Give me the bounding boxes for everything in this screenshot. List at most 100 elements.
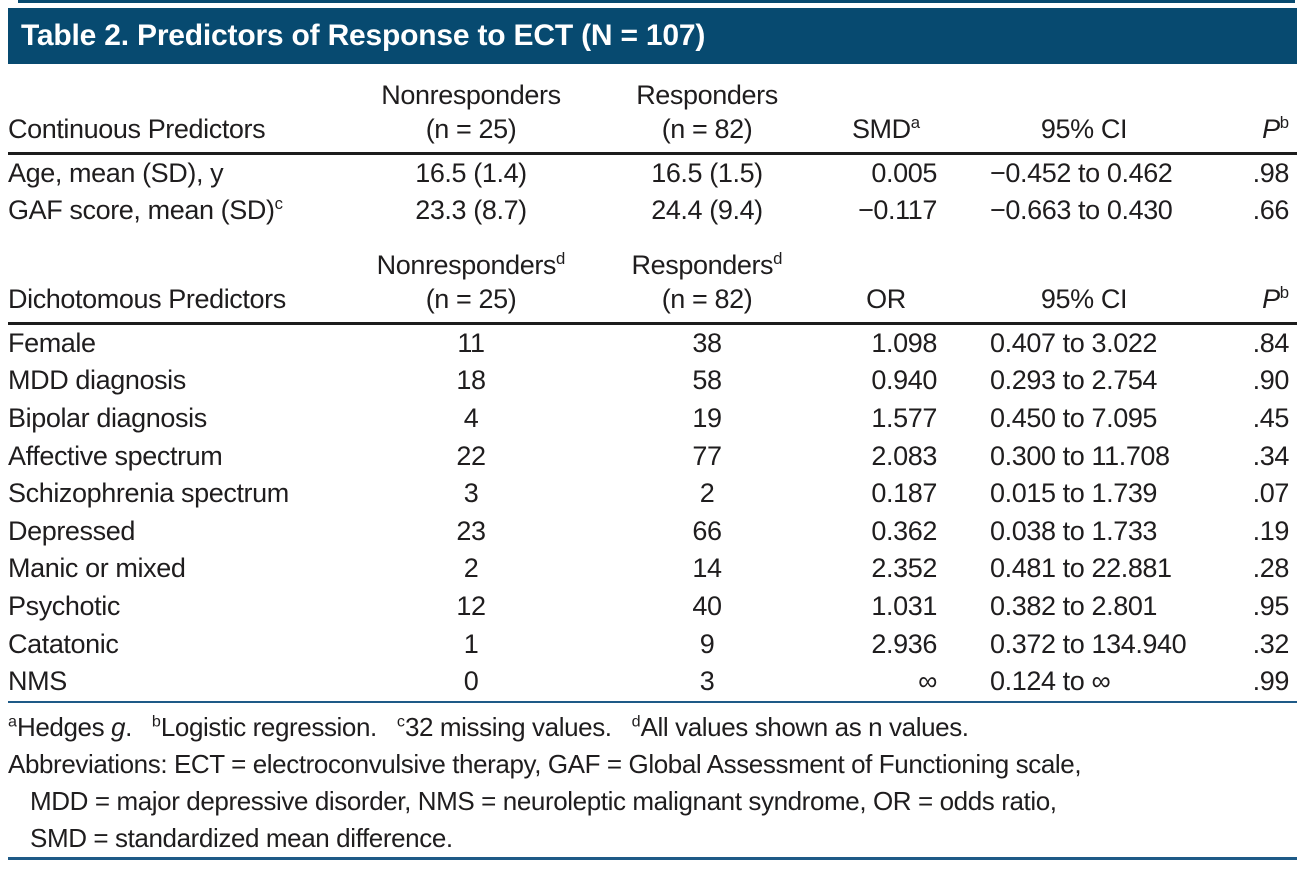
column-header-text: Pb [1228, 282, 1289, 316]
cell-nonresponders-value: 23.3 (8.7) [415, 195, 527, 226]
column-header-responders: Responders (n = 82) [582, 78, 832, 146]
superscript-marker: b [1279, 113, 1289, 132]
cell-responders-value: 40 [692, 590, 722, 621]
cell-effect-size-value: 0.362 [871, 515, 937, 546]
cell-effect-size-value: −0.117 [858, 195, 937, 226]
abbreviations-block: Abbreviations: ECT = electroconvulsive t… [8, 746, 1297, 857]
table-row: GAF score, mean (SD)c 23.3 (8.7) 24.4 (9.4… [8, 192, 1297, 229]
column-header-text: 95% CI [1040, 283, 1128, 314]
italic-text: g [111, 711, 126, 742]
cell-pvalue: .07 [1252, 478, 1290, 509]
cell-predictor-label: Manic or mixed [8, 553, 186, 584]
cell-predictor-label: Depressed [8, 515, 135, 546]
cell-ci-value: −0.452 to 0.462 [990, 158, 1173, 188]
header-rule [8, 321, 1297, 325]
table-row: Female 11 38 1.098 0.407 to 3.022 .84 [8, 325, 1297, 363]
cell-effect-size-value: 2.936 [871, 628, 937, 659]
cell-pvalue: .32 [1252, 628, 1290, 659]
cell-responders-value: 38 [692, 327, 722, 358]
footnote-superscript: d [631, 712, 641, 731]
column-header-text: Nonrespondersd [376, 248, 566, 280]
cell-pvalue: .66 [1252, 195, 1290, 226]
column-header-text: Nonresponders [381, 80, 561, 110]
cell-pvalue: .99 [1252, 666, 1290, 697]
column-header-text: OR [866, 283, 906, 314]
footnote-markers-line: aHedges g. bLogistic regression. c32 missi… [8, 708, 1297, 746]
cell-effect-size-value: 1.577 [871, 403, 937, 433]
table-title: Table 2. Predictors of Response to ECT (… [21, 19, 706, 52]
cell-responders-value: 14 [692, 553, 722, 584]
cell-ci-value: 0.372 to 134.940 [990, 628, 1187, 659]
column-header-effect-size: OR [832, 282, 940, 316]
column-header-nonresponders: Nonresponders (n = 25) [360, 78, 582, 146]
footnote-item: aHedges g. [8, 711, 132, 742]
cell-ci-value: 0.300 to 11.708 [990, 440, 1170, 471]
cell-ci-value: 0.382 to 2.801 [990, 590, 1158, 621]
italic-text: P [1262, 114, 1280, 144]
footnote-superscript: c [396, 712, 405, 731]
top-rule [18, 0, 1295, 3]
cell-responders-value: 77 [692, 440, 722, 471]
column-header-subtext: (n = 25) [425, 114, 517, 144]
dichotomous-rows: Female 11 38 1.098 0.407 to 3.022 .84 MDD diag… [8, 325, 1297, 701]
footnotes: aHedges g. bLogistic regression. c32 missi… [8, 703, 1297, 857]
cell-ci-value: −0.663 to 0.430 [990, 195, 1173, 226]
dichotomous-column-label-header: Dichotomous Predictors [8, 282, 360, 316]
superscript-marker: b [1279, 282, 1289, 302]
italic-text: P [1262, 283, 1280, 314]
footnote-superscript: a [8, 712, 17, 731]
table-row: Schizophrenia spectrum 3 2 0.187 0.015 to 1.… [8, 475, 1297, 513]
continuous-rows: Age, mean (SD), y 16.5 (1.4) 16.5 (1.5) 0.0… [8, 155, 1297, 230]
footnote-item: dAll values shown as n values. [631, 711, 969, 742]
superscript-marker: a [910, 113, 921, 132]
column-header-text: SMDa [851, 113, 921, 144]
cell-nonresponders-value: 1 [463, 628, 479, 659]
cell-predictor-label: Bipolar diagnosis [8, 403, 207, 433]
column-header-subtext: (n = 82) [661, 283, 753, 314]
footnote-superscript: b [151, 712, 161, 731]
cell-effect-size-value: ∞ [918, 666, 937, 697]
column-header-subtext: (n = 82) [661, 114, 753, 144]
cell-predictor-label: Age, mean (SD), y [8, 158, 224, 188]
cell-predictor-label: Catatonic [8, 628, 119, 659]
superscript-marker: d [556, 248, 566, 268]
table-row: Affective spectrum 22 77 2.083 0.300 to 11.7… [8, 438, 1297, 476]
cell-effect-size-value: 1.031 [871, 590, 937, 621]
cell-predictor-label: Schizophrenia spectrum [8, 478, 289, 509]
cell-predictor-label: MDD diagnosis [8, 365, 186, 396]
cell-ci-value: 0.015 to 1.739 [990, 478, 1158, 509]
column-header-pvalue: Pb [1228, 112, 1297, 146]
cell-pvalue: .84 [1252, 327, 1290, 358]
column-header-nonresponders: Nonrespondersd (n = 25) [360, 248, 582, 316]
cell-effect-size-value: 1.098 [871, 327, 937, 358]
cell-predictor-label: NMS [8, 666, 67, 697]
cell-predictor-label: Affective spectrum [8, 440, 223, 471]
column-header-text: Respondersd [631, 248, 783, 280]
cell-ci-value: 0.293 to 2.754 [990, 365, 1158, 396]
abbreviations-line: SMD = standardized mean difference. [30, 822, 453, 853]
figure-bottom-rule [8, 856, 1297, 860]
cell-pvalue: .45 [1252, 403, 1290, 433]
cell-nonresponders-value: 18 [456, 365, 486, 396]
cell-effect-size-value: 0.005 [871, 158, 937, 188]
table-row: MDD diagnosis 18 58 0.940 0.293 to 2.754 .90 [8, 362, 1297, 400]
column-header-text: Pb [1228, 112, 1289, 146]
table-bottom-rule [8, 700, 1297, 703]
cell-effect-size-value: 0.187 [871, 478, 937, 509]
table-row: NMS 0 3 ∞ 0.124 to ∞ .99 [8, 663, 1297, 701]
cell-nonresponders-value: 3 [463, 478, 479, 509]
cell-nonresponders-value: 4 [463, 403, 479, 433]
continuous-column-label-header: Continuous Predictors [8, 112, 360, 146]
cell-responders-value: 58 [692, 365, 722, 396]
column-header-ci: 95% CI [940, 282, 1228, 316]
column-header-pvalue: Pb [1228, 282, 1297, 316]
superscript-marker: c [274, 194, 283, 214]
column-header-subtext: (n = 25) [425, 283, 517, 314]
cell-responders-value: 2 [699, 478, 715, 509]
table-row: Bipolar diagnosis 4 19 1.577 0.450 to 7.095.… [8, 400, 1297, 438]
table-title-band: Table 2. Predictors of Response to ECT (… [8, 8, 1297, 64]
cell-pvalue: .98 [1252, 158, 1290, 188]
column-header-ci: 95% CI [940, 112, 1228, 146]
cell-pvalue: .28 [1252, 553, 1290, 584]
column-header-text: Continuous Predictors [8, 114, 266, 144]
